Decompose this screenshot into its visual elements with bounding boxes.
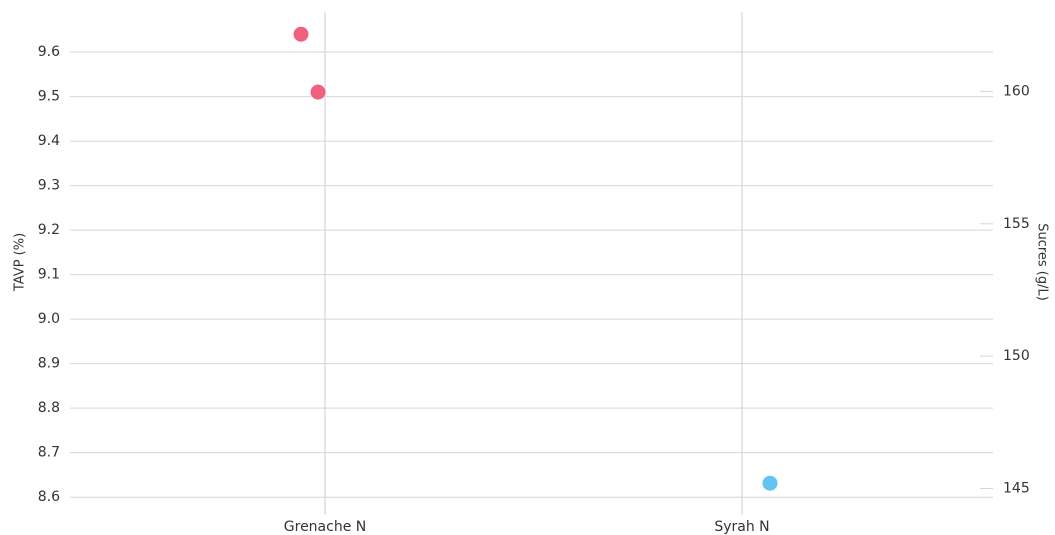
data-point [762,475,778,491]
y2-tick-label: 160 [1003,83,1030,99]
y-tick-label: 9.6 [38,44,60,60]
y-tick-label: 8.6 [38,489,60,505]
y-tick-label: 8.9 [38,356,60,372]
data-point [293,26,309,42]
y2-tick-label: 155 [1003,216,1030,232]
y2-axis-title: Sucres (g/L) [1035,223,1050,301]
y-axis-title: TAVP (%) [13,233,28,292]
y-tick-label: 8.8 [38,400,60,416]
x-tick-label: Syrah N [714,519,769,535]
y-tick-label: 9.1 [38,267,60,283]
y2-tick-label: 150 [1003,348,1030,364]
y-tick-label: 9.5 [38,89,60,105]
y-tick-label: 9.0 [38,311,60,327]
y-tick-label: 8.7 [38,445,60,461]
y2-tick-label: 145 [1003,481,1030,497]
y-tick-label: 9.2 [38,222,60,238]
data-point [310,84,326,100]
y-tick-label: 9.3 [38,178,60,194]
x-tick-label: Grenache N [284,519,366,535]
y-tick-label: 9.4 [38,133,60,149]
